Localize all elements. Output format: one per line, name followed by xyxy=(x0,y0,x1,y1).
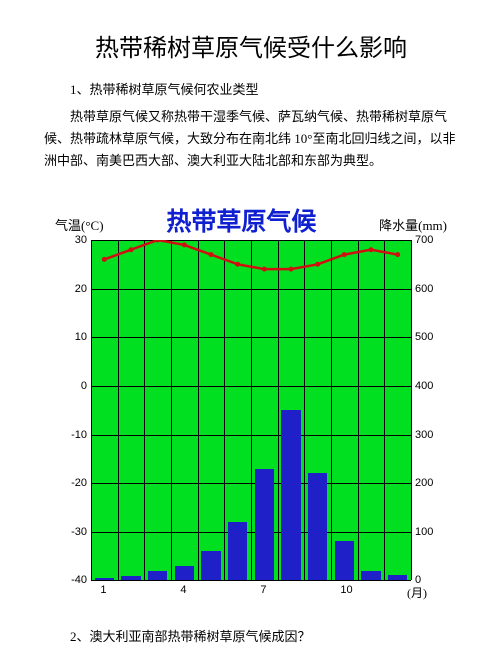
page-title: 热带稀树草原气候受什么影响 xyxy=(44,28,458,63)
ytick-left: -40 xyxy=(51,574,87,586)
chart-plot: 3070020600105000400-10300-20200-30100-40… xyxy=(51,240,451,610)
ytick-left: 30 xyxy=(51,234,87,246)
chart-title: 热带草原气候 xyxy=(104,202,380,238)
xtick: 7 xyxy=(260,584,266,596)
ytick-right: 700 xyxy=(415,234,451,246)
ytick-right: 600 xyxy=(415,283,451,295)
ytick-left: -30 xyxy=(51,526,87,538)
xtick: 10 xyxy=(340,584,352,596)
paragraph-1: 热带草原气候又称热带干湿季气候、萨瓦纳气候、热带稀树草原气候、热带疏林草原气候，… xyxy=(44,106,458,172)
ytick-left: 0 xyxy=(51,380,87,392)
y-left-label: 气温(°C) xyxy=(55,215,104,234)
ytick-right: 400 xyxy=(415,380,451,392)
xtick: 1 xyxy=(100,584,106,596)
ytick-right: 500 xyxy=(415,331,451,343)
section-2-heading: 2、澳大利亚南部热带稀树草原气候成因？ xyxy=(44,626,458,645)
ytick-right: 300 xyxy=(415,429,451,441)
ytick-right: 100 xyxy=(415,526,451,538)
ytick-left: 10 xyxy=(51,331,87,343)
ytick-left: -10 xyxy=(51,429,87,441)
x-unit: (月) xyxy=(407,584,427,601)
section-1-heading: 1、热带稀树草原气候何农业类型 xyxy=(44,79,458,98)
ytick-right: 200 xyxy=(415,477,451,489)
y-right-label: 降水量(mm) xyxy=(379,215,447,234)
page: 热带稀树草原气候受什么影响 1、热带稀树草原气候何农业类型 热带草原气候又称热带… xyxy=(0,0,502,665)
xtick: 4 xyxy=(180,584,186,596)
ytick-left: 20 xyxy=(51,283,87,295)
ytick-left: -20 xyxy=(51,477,87,489)
chart-header: 气温(°C) 热带草原气候 降水量(mm) xyxy=(51,202,451,240)
climate-chart: 气温(°C) 热带草原气候 降水量(mm) 30 700 20 600 10 500 0 40… xyxy=(51,202,451,610)
grid-h xyxy=(91,580,411,581)
temp-line xyxy=(91,240,411,580)
grid-v xyxy=(411,240,412,580)
